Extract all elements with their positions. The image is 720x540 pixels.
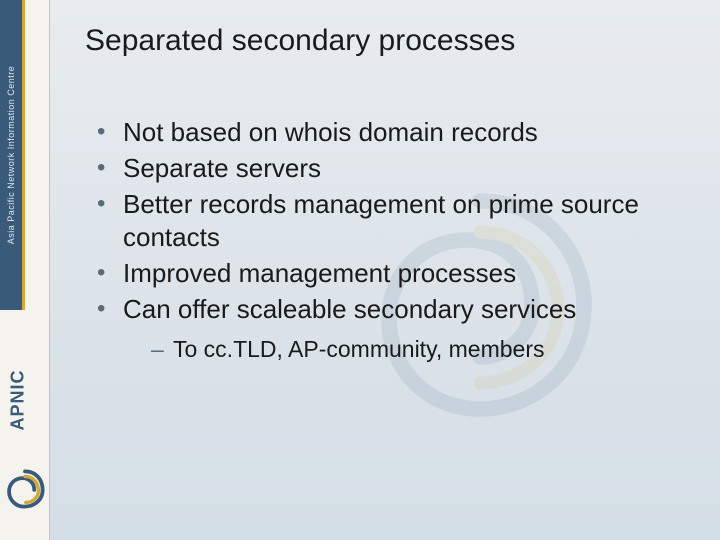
bullet-text: Improved management processes	[123, 258, 516, 288]
bullet-text: Better records management on prime sourc…	[123, 189, 639, 253]
sidebar: Asia Pacific Network Information Centre …	[0, 0, 50, 540]
bullet-item: Separate servers	[93, 152, 680, 186]
bullet-text: Can offer scaleable secondary services	[123, 294, 576, 324]
sidebar-vertical-label: Asia Pacific Network Information Centre	[6, 66, 16, 245]
bullet-list: Not based on whois domain records Separa…	[85, 116, 680, 365]
apnic-logo-text: APNIC	[8, 369, 29, 430]
bullet-text: Not based on whois domain records	[123, 117, 538, 147]
bullet-item: Improved management processes	[93, 257, 680, 291]
bullet-item: Can offer scaleable secondary services T…	[93, 293, 680, 365]
sub-bullet-list: To cc.TLD, AP-community, members	[123, 335, 680, 365]
bullet-text: Separate servers	[123, 153, 321, 183]
sub-bullet-item: To cc.TLD, AP-community, members	[151, 335, 680, 365]
slide-title: Separated secondary processes	[85, 24, 680, 58]
apnic-logo-icon	[4, 468, 46, 510]
slide: Asia Pacific Network Information Centre …	[0, 0, 720, 540]
content-area: Separated secondary processes Not based …	[85, 24, 680, 367]
sidebar-accent-stripe	[22, 0, 25, 310]
bullet-item: Not based on whois domain records	[93, 116, 680, 150]
sub-bullet-text: To cc.TLD, AP-community, members	[173, 336, 545, 362]
bullet-item: Better records management on prime sourc…	[93, 188, 680, 256]
